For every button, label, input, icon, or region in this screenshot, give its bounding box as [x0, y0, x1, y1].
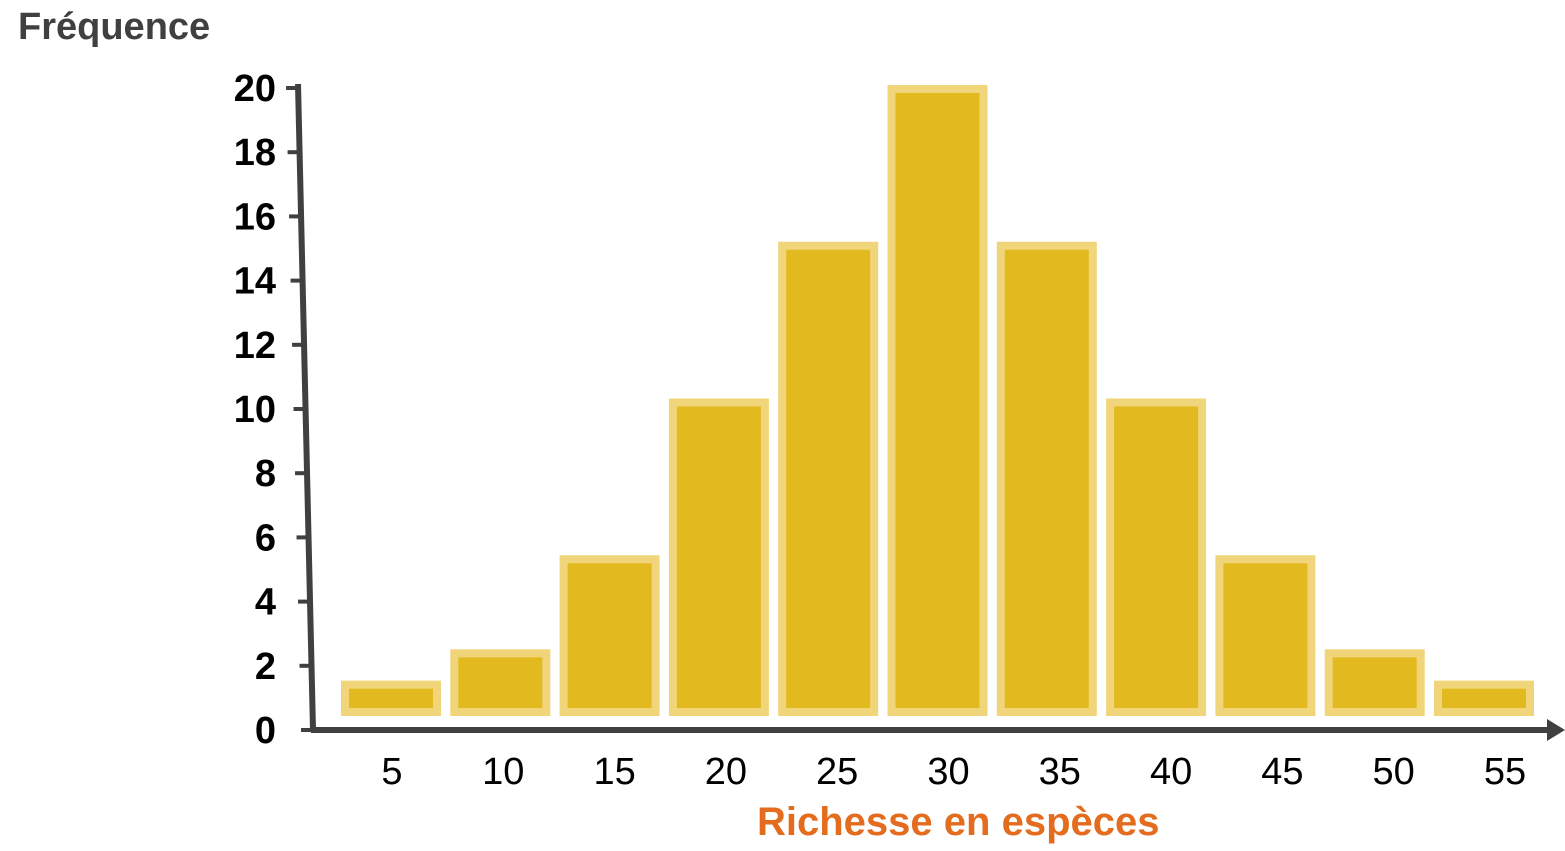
y-tick-2: 2 — [255, 646, 312, 688]
x-tick-label: 15 — [593, 751, 635, 793]
bar-35 — [996, 241, 1097, 716]
x-ticks-group: 5 10 15 20 25 30 35 40 45 50 55 — [381, 751, 1526, 793]
x-tick-label: 40 — [1150, 751, 1192, 793]
y-tick-label: 2 — [255, 646, 276, 688]
bars-group — [341, 85, 1534, 717]
x-axis-label: Richesse en espèces — [757, 800, 1160, 844]
y-tick-label: 16 — [234, 196, 276, 238]
bar-30 — [887, 85, 988, 716]
y-tick-6: 6 — [255, 517, 309, 559]
x-tick-label: 20 — [705, 751, 747, 793]
x-tick-5: 5 — [381, 751, 402, 793]
x-tick-40: 40 — [1150, 751, 1192, 793]
y-axis-label: Fréquence — [18, 6, 211, 48]
x-axis-arrowhead — [1547, 719, 1565, 741]
y-tick-label: 0 — [255, 710, 276, 752]
y-ticks-group: 0 2 4 6 8 10 12 14 16 18 20 — [234, 68, 313, 752]
y-tick-label: 10 — [234, 389, 276, 431]
x-tick-label: 10 — [482, 751, 524, 793]
y-tick-16: 16 — [234, 196, 302, 238]
bar-25 — [778, 241, 879, 716]
y-tick-20: 20 — [234, 68, 299, 110]
y-tick-10: 10 — [234, 389, 306, 431]
y-tick-0: 0 — [255, 710, 313, 752]
x-tick-55: 55 — [1484, 751, 1526, 793]
y-tick-label: 8 — [255, 453, 276, 495]
x-tick-45: 45 — [1261, 751, 1303, 793]
bar-45 — [1215, 555, 1316, 716]
y-tick-label: 6 — [255, 517, 276, 559]
x-tick-label: 5 — [381, 751, 402, 793]
x-tick-30: 30 — [927, 751, 969, 793]
x-tick-label: 45 — [1261, 751, 1303, 793]
x-tick-50: 50 — [1373, 751, 1415, 793]
bar-50 — [1324, 649, 1425, 716]
y-tick-label: 20 — [234, 68, 276, 110]
y-tick-label: 14 — [234, 261, 276, 303]
x-tick-10: 10 — [482, 751, 524, 793]
bar-40 — [1106, 398, 1207, 716]
y-tick-label: 4 — [255, 582, 276, 624]
x-tick-20: 20 — [705, 751, 747, 793]
x-tick-label: 50 — [1373, 751, 1415, 793]
bar-15 — [559, 555, 660, 716]
y-tick-14: 14 — [234, 261, 303, 303]
bar-10 — [450, 649, 551, 716]
x-tick-15: 15 — [593, 751, 635, 793]
y-tick-label: 12 — [234, 325, 276, 367]
y-tick-12: 12 — [234, 325, 305, 367]
bar-5 — [341, 680, 441, 717]
x-tick-label: 25 — [816, 751, 858, 793]
x-tick-label: 55 — [1484, 751, 1526, 793]
x-tick-25: 25 — [816, 751, 858, 793]
y-tick-label: 18 — [234, 132, 276, 174]
x-tick-label: 35 — [1039, 751, 1081, 793]
y-tick-4: 4 — [255, 582, 311, 624]
y-tick-18: 18 — [234, 132, 300, 174]
x-tick-label: 30 — [927, 751, 969, 793]
bar-55 — [1434, 680, 1534, 717]
bar-20 — [668, 398, 769, 716]
x-tick-35: 35 — [1039, 751, 1081, 793]
y-tick-8: 8 — [255, 453, 308, 495]
